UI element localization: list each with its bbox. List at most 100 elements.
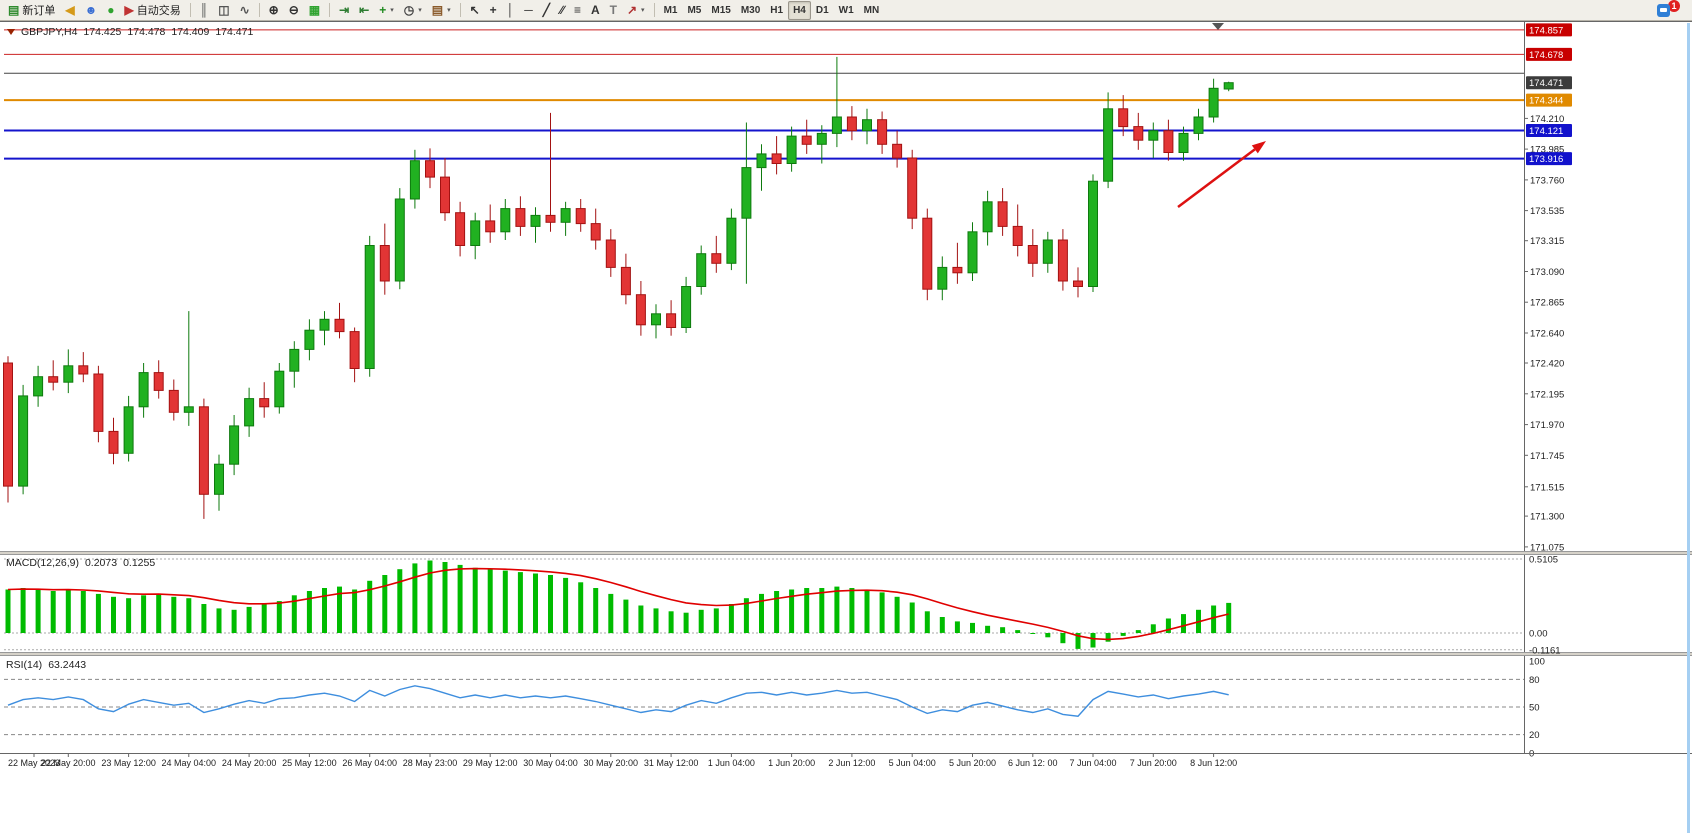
rsi-title: RSI(14) bbox=[6, 659, 43, 671]
timeframe-m30-button[interactable]: M30 bbox=[736, 1, 765, 20]
svg-text:173.315: 173.315 bbox=[1530, 236, 1564, 247]
svg-text:173.916: 173.916 bbox=[1529, 154, 1563, 165]
notifications-button[interactable]: 1 bbox=[1652, 0, 1685, 20]
bar-chart-button[interactable]: ║ bbox=[195, 1, 214, 20]
timeframe-d1-button[interactable]: D1 bbox=[811, 1, 834, 20]
svg-text:0.5105: 0.5105 bbox=[1529, 555, 1558, 566]
text-button[interactable]: A bbox=[586, 1, 605, 20]
fibonacci-button[interactable]: ≡ bbox=[569, 1, 586, 20]
price-level-lines[interactable] bbox=[4, 29, 1524, 160]
svg-text:31 May 12:00: 31 May 12:00 bbox=[644, 758, 699, 768]
price-badge: 174.678 bbox=[1526, 47, 1572, 61]
toolbar-separator bbox=[459, 3, 461, 17]
rsi-line bbox=[7, 685, 1229, 717]
community-icon: ● bbox=[107, 3, 115, 17]
tile-windows-icon: ▦ bbox=[308, 3, 321, 17]
trendline-icon: ╱ bbox=[542, 3, 550, 17]
label-icon: T bbox=[609, 3, 617, 17]
timeframe-m30-button-label: M30 bbox=[740, 4, 761, 16]
panel-divider-2[interactable] bbox=[0, 652, 1692, 656]
timeframe-h1-button-label: H1 bbox=[770, 4, 784, 16]
chart-shift-icon: ⇤ bbox=[359, 3, 370, 17]
svg-text:22 May 20:00: 22 May 20:00 bbox=[41, 758, 96, 768]
vertical-scrollbar[interactable] bbox=[1687, 23, 1690, 833]
zoom-out-button[interactable]: ⊖ bbox=[284, 1, 304, 20]
svg-text:174.210: 174.210 bbox=[1530, 114, 1564, 125]
price-badge: 174.857 bbox=[1526, 23, 1572, 37]
svg-text:80: 80 bbox=[1529, 675, 1540, 686]
cursor-button[interactable]: ↖ bbox=[465, 1, 485, 20]
community-button[interactable]: ● bbox=[102, 1, 119, 20]
macd-signal-line bbox=[7, 567, 1229, 641]
svg-text:171.515: 171.515 bbox=[1530, 482, 1564, 493]
new-order-icon: ▤ bbox=[8, 3, 20, 17]
chart-shift-button[interactable]: ⇤ bbox=[354, 1, 374, 20]
shapes-icon: ↗ bbox=[626, 3, 638, 17]
svg-text:-0.1161: -0.1161 bbox=[1529, 645, 1561, 656]
profile-icon: ☻ bbox=[84, 3, 98, 17]
chat-icon bbox=[1657, 3, 1670, 17]
shapes-button[interactable]: ↗ ▾ bbox=[622, 1, 650, 20]
svg-text:171.075: 171.075 bbox=[1530, 542, 1564, 553]
timeframe-h4-button-label: H4 bbox=[793, 4, 806, 16]
svg-text:6 Jun 12: 00: 6 Jun 12: 00 bbox=[1008, 758, 1058, 768]
svg-text:173.760: 173.760 bbox=[1530, 175, 1564, 186]
symbol-period-text: GBPJPY,H4 bbox=[21, 26, 78, 38]
timeframe-h1-button[interactable]: H1 bbox=[765, 1, 788, 20]
svg-text:100: 100 bbox=[1529, 657, 1545, 668]
autotrade-button[interactable]: ▶ 自动交易 bbox=[119, 1, 185, 20]
vertical-line-button[interactable]: │ bbox=[502, 1, 520, 20]
line-chart-button[interactable]: ∿ bbox=[235, 1, 255, 20]
templates-button[interactable]: ▤ ▾ bbox=[427, 1, 456, 20]
profile-button[interactable]: ☻ bbox=[80, 1, 103, 20]
timeframe-m15-button[interactable]: M15 bbox=[706, 1, 735, 20]
toolbar-separator bbox=[329, 3, 331, 17]
svg-text:0.00: 0.00 bbox=[1529, 629, 1548, 640]
timeframe-m5-button[interactable]: M5 bbox=[682, 1, 706, 20]
periods-icon: ◷ bbox=[403, 3, 415, 17]
macd-value-main: 0.2073 bbox=[84, 557, 118, 569]
horizontal-line-button[interactable]: ─ bbox=[519, 1, 538, 20]
zoom-in-button[interactable]: ⊕ bbox=[264, 1, 284, 20]
indicators-button[interactable]: + ▾ bbox=[374, 1, 399, 20]
chart-shift-marker-icon[interactable] bbox=[1212, 23, 1224, 30]
svg-text:171.745: 171.745 bbox=[1530, 451, 1564, 462]
timeframe-mn-button[interactable]: MN bbox=[859, 1, 885, 20]
timeframe-w1-button[interactable]: W1 bbox=[834, 1, 859, 20]
chart-frame bbox=[0, 21, 1692, 753]
sound-button[interactable]: ◀ bbox=[60, 1, 79, 20]
timeframe-h4-button[interactable]: H4 bbox=[788, 0, 811, 20]
price-badge: 174.344 bbox=[1526, 93, 1572, 107]
candlestick-button[interactable]: ◫ bbox=[213, 1, 234, 20]
zoom-in-icon: ⊕ bbox=[268, 3, 279, 17]
tile-windows-button[interactable]: ▦ bbox=[304, 1, 325, 20]
trend-arrow[interactable] bbox=[1177, 141, 1266, 209]
trendline-button[interactable]: ╱ bbox=[538, 1, 555, 20]
timeframe-m1-button[interactable]: M1 bbox=[659, 1, 683, 20]
svg-text:20: 20 bbox=[1529, 730, 1540, 741]
new-order-button[interactable]: ▤ 新订单 bbox=[3, 1, 60, 20]
svg-text:171.970: 171.970 bbox=[1530, 420, 1564, 431]
macd-header: MACD(12,26,9) 0.2073 0.1255 bbox=[6, 557, 155, 569]
panel-divider-1[interactable] bbox=[0, 551, 1692, 555]
notification-badge: 1 bbox=[1668, 0, 1680, 12]
channel-button[interactable]: ∕∕ bbox=[555, 1, 569, 20]
svg-text:8 Jun 12:00: 8 Jun 12:00 bbox=[1190, 758, 1237, 768]
main-toolbar: ▤ 新订单 ◀ ☻ ● ▶ 自动交易 ║ ◫ ∿ ⊕ ⊖ ▦ ⇥ ⇤ + ▾ ◷ ▾ ▤ ▾ ↖ + │ ─ ╱ ∕∕ ≡ A T ↗ ▾ M1… bbox=[0, 0, 1692, 21]
label-button[interactable]: T bbox=[605, 1, 622, 20]
price-axis[interactable]: 174.210 173.985 173.760 173.535 173.315 173.0… bbox=[1524, 23, 1572, 553]
periods-button[interactable]: ◷ ▾ bbox=[399, 1, 427, 20]
dropdown-caret-icon: ▾ bbox=[641, 7, 645, 14]
svg-text:171.300: 171.300 bbox=[1530, 512, 1564, 523]
dropdown-caret-icon: ▾ bbox=[418, 7, 422, 14]
autoscroll-button[interactable]: ⇥ bbox=[334, 1, 354, 20]
indicators-icon: + bbox=[379, 3, 387, 17]
toolbar-separator bbox=[258, 3, 260, 17]
autotrade-icon: ▶ bbox=[124, 3, 134, 17]
crosshair-button[interactable]: + bbox=[485, 1, 502, 20]
timeframe-m15-button-label: M15 bbox=[711, 4, 731, 16]
svg-text:22 May 2023: 22 May 2023 bbox=[8, 758, 60, 768]
zoom-out-icon: ⊖ bbox=[288, 3, 299, 17]
